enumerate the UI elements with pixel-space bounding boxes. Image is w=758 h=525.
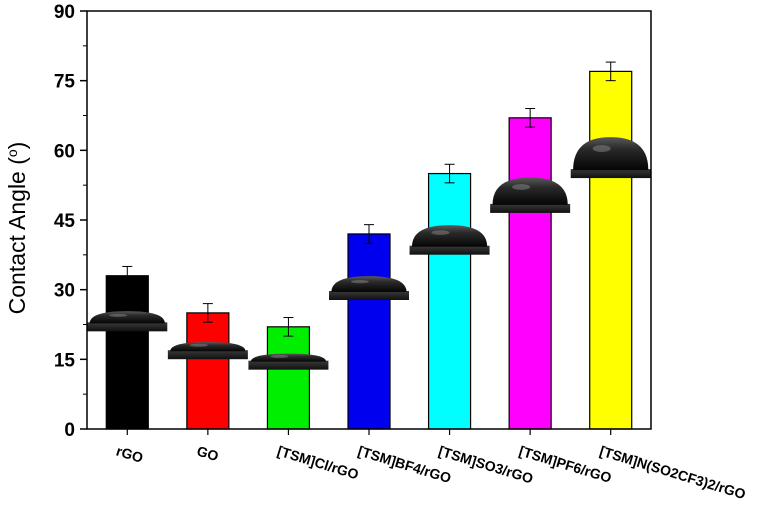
droplet-image xyxy=(248,353,329,370)
y-tick-label: 60 xyxy=(54,141,75,162)
bar xyxy=(427,172,472,430)
droplet-highlight xyxy=(270,354,289,358)
droplet-highlight xyxy=(431,230,450,235)
droplet-shape xyxy=(492,177,568,205)
droplet-shape xyxy=(250,353,327,362)
droplet-shape xyxy=(89,311,165,324)
y-tick-label: 45 xyxy=(54,211,76,232)
x-tick-label: [TSM]Cl/rGO xyxy=(276,443,361,483)
droplet-substrate xyxy=(329,290,409,300)
droplet-substrate xyxy=(248,360,329,370)
bar xyxy=(347,233,391,430)
droplet-image xyxy=(409,225,490,255)
droplet-substrate xyxy=(167,350,248,360)
droplet-substrate xyxy=(570,169,651,179)
droplet-image xyxy=(87,311,168,332)
bar xyxy=(508,117,552,430)
droplet-highlight xyxy=(189,343,208,347)
x-tick-label: rGO xyxy=(114,443,145,466)
x-axis-ticks: rGO GO [TSM]Cl/rGO[TSM]BF4/rGO[TSM]SO3/rGO… xyxy=(114,429,748,503)
y-tick-label: 30 xyxy=(54,281,75,302)
droplet-image xyxy=(329,276,409,300)
x-tick-label: [TSM]N(SO2CF3)2/rGO xyxy=(598,443,748,503)
droplet-shape xyxy=(411,225,488,247)
droplet-highlight xyxy=(350,279,370,284)
x-tick-label: GO xyxy=(195,443,221,465)
y-tick-label: 90 xyxy=(54,2,75,23)
y-axis-title: Contact Angle (o) xyxy=(4,142,30,315)
y-axis-title-degree: o xyxy=(4,149,20,157)
droplet-shape xyxy=(573,137,649,171)
droplet-substrate xyxy=(409,245,490,255)
error-bars-layer xyxy=(122,61,616,337)
bar xyxy=(186,312,230,430)
bars-layer xyxy=(105,70,633,430)
droplet-images-layer xyxy=(87,137,651,370)
y-axis-title-main: Contact Angle ( xyxy=(4,157,30,315)
droplet-highlight xyxy=(109,313,128,317)
droplet-substrate xyxy=(87,322,168,332)
droplet-image xyxy=(490,177,571,213)
droplet-highlight xyxy=(512,184,531,190)
bar xyxy=(589,70,633,430)
bar xyxy=(266,326,311,430)
droplet-substrate xyxy=(490,203,571,213)
droplet-shape xyxy=(331,276,407,292)
y-tick-label: 15 xyxy=(54,350,76,371)
y-axis-title-end: ) xyxy=(4,142,30,150)
bar xyxy=(105,275,149,430)
droplet-highlight xyxy=(592,145,611,153)
droplet-image xyxy=(167,342,248,360)
y-tick-label: 75 xyxy=(54,72,76,93)
droplet-shape xyxy=(170,342,246,352)
y-tick-label: 0 xyxy=(64,420,75,441)
y-axis-ticks: 0 15 30 45 60 75 90 xyxy=(54,2,87,441)
droplet-image xyxy=(570,137,651,179)
